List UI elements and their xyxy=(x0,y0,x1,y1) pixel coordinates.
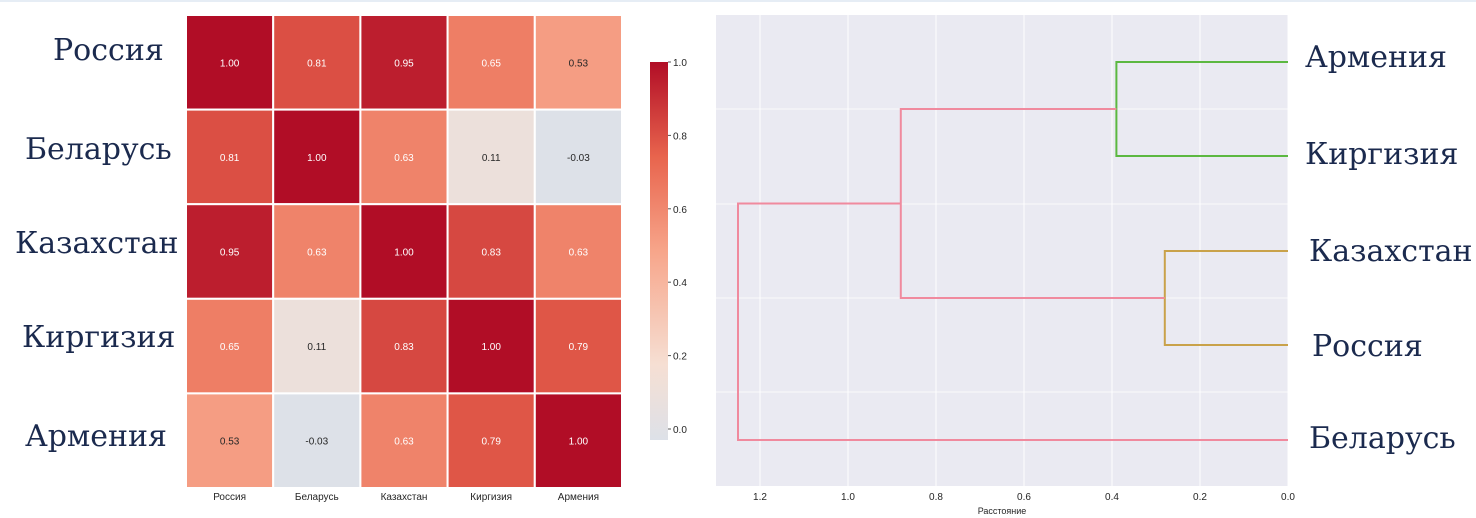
heatmap-col-label-0: Россия xyxy=(213,492,246,503)
dendrogram-x-tick-label-0: 1.2 xyxy=(753,492,767,503)
heatmap-col-label-1: Беларусь xyxy=(295,492,339,503)
dendrogram-leaf-label-russia: Россия xyxy=(1312,329,1423,364)
heatmap-cell-4-3 xyxy=(446,392,536,489)
heatmap-row-label-armenia: Армения xyxy=(25,419,167,454)
heatmap-cell-label-2-1: 0.63 xyxy=(307,248,327,259)
heatmap-cell-label-2-0: 0.95 xyxy=(220,248,240,259)
heatmap-cell-3-4 xyxy=(533,297,623,395)
heatmap-col-label-2: Казахстан xyxy=(381,492,428,503)
heatmap-cell-label-1-3: 0.11 xyxy=(482,153,501,164)
heatmap-chart: 1.00 0.81 0.95 0.65 0.53 0.81 1.00 0.63 0.11 -0.0… xyxy=(185,14,623,503)
heatmap-cell-label-0-1: 0.81 xyxy=(307,58,327,69)
heatmap-cell-2-3 xyxy=(446,203,536,300)
heatmap-cell-label-4-1: -0.03 xyxy=(305,437,328,448)
heatmap-cell-label-3-0: 0.65 xyxy=(220,342,240,353)
heatmap-cell-0-4 xyxy=(533,14,623,111)
heatmap-cell-label-2-3: 0.83 xyxy=(481,248,501,259)
colorbar-tick-label-5: 1.0 xyxy=(673,58,687,69)
dendrogram-x-tick-label-5: 0.2 xyxy=(1193,492,1207,503)
heatmap-row-label-belarus: Беларусь xyxy=(25,132,172,167)
heatmap-cell-label-0-3: 0.65 xyxy=(481,58,501,69)
heatmap-cell-3-0 xyxy=(185,297,275,395)
heatmap-colorbar: 0.0 0.2 0.4 0.6 0.8 1.0 xyxy=(650,58,687,440)
heatmap-cell-label-3-3: 1.00 xyxy=(481,342,501,353)
heatmap-cell-2-2 xyxy=(359,203,449,300)
heatmap-cell-label-0-2: 0.95 xyxy=(394,58,414,69)
heatmap-cell-label-0-4: 0.53 xyxy=(569,58,589,69)
heatmap-cell-0-2 xyxy=(359,14,449,111)
dendrogram-x-tick-label-3: 0.6 xyxy=(1017,492,1031,503)
colorbar-tick-label-2: 0.4 xyxy=(673,278,687,289)
top-border xyxy=(0,0,1476,2)
dendrogram-x-tick-label-2: 0.8 xyxy=(929,492,943,503)
heatmap-cell-label-0-0: 1.00 xyxy=(220,58,240,69)
heatmap-cell-label-2-2: 1.00 xyxy=(394,248,414,259)
colorbar-tick-label-0: 0.0 xyxy=(673,425,687,436)
colorbar-tick-label-3: 0.6 xyxy=(673,205,687,216)
heatmap-cell-1-3 xyxy=(446,108,536,206)
heatmap-col-label-4: Армения xyxy=(558,492,599,503)
heatmap-cell-1-1 xyxy=(272,108,362,206)
heatmap-cell-2-1 xyxy=(272,203,362,300)
heatmap-row-label-kazakhstan: Казахстан xyxy=(15,226,179,261)
colorbar-gradient xyxy=(650,62,668,440)
colorbar-tick-label-4: 0.8 xyxy=(673,131,687,142)
heatmap-cell-label-2-4: 0.63 xyxy=(569,248,589,259)
heatmap-cell-4-0 xyxy=(185,392,275,489)
heatmap-cell-label-4-4: 1.00 xyxy=(569,437,589,448)
heatmap-cell-label-1-0: 0.81 xyxy=(220,153,240,164)
heatmap-cell-2-4 xyxy=(533,203,623,300)
heatmap-cell-label-3-1: 0.11 xyxy=(307,342,326,353)
heatmap-cell-0-0 xyxy=(185,14,275,111)
heatmap-cell-label-1-1: 1.00 xyxy=(307,153,327,164)
colorbar-tick-label-1: 0.2 xyxy=(673,352,687,363)
heatmap-cell-label-1-4: -0.03 xyxy=(567,153,590,164)
heatmap-row-label-kyrgyzstan: Киргизия xyxy=(22,320,176,355)
dendrogram-leaf-label-kazakhstan: Казахстан xyxy=(1309,234,1473,269)
heatmap-cell-4-4 xyxy=(533,392,623,489)
heatmap-cell-label-3-2: 0.83 xyxy=(394,342,414,353)
heatmap-cell-label-4-3: 0.79 xyxy=(481,437,501,448)
dendrogram-leaf-label-belarus: Беларусь xyxy=(1309,421,1456,456)
dendrogram-x-tick-label-6: 0.0 xyxy=(1281,492,1295,503)
heatmap-col-label-3: Киргизия xyxy=(470,492,512,503)
dendrogram-x-tick-label-1: 1.0 xyxy=(841,492,855,503)
heatmap-row-label-russia: Россия xyxy=(53,33,164,68)
dendrogram-leaf-label-kyrgyzstan: Киргизия xyxy=(1305,137,1459,172)
heatmap-cell-4-1 xyxy=(272,392,362,489)
heatmap-cell-1-4 xyxy=(533,108,623,206)
dendrogram-x-tick-label-4: 0.4 xyxy=(1105,492,1119,503)
dendrogram-leaf-label-armenia: Армения xyxy=(1305,40,1447,75)
dendrogram-x-axis-label: Расстояние xyxy=(978,506,1027,516)
heatmap-cell-label-4-0: 0.53 xyxy=(220,437,240,448)
dendrogram-chart: 1.2 1.0 0.8 0.6 0.4 0.2 0.0 Расстояние xyxy=(716,15,1295,516)
heatmap-cell-label-4-2: 0.63 xyxy=(394,437,414,448)
dendrogram-link-3 xyxy=(737,202,1288,441)
heatmap-cell-label-1-2: 0.63 xyxy=(394,153,414,164)
heatmap-cell-2-0 xyxy=(185,203,275,300)
heatmap-cell-label-3-4: 0.79 xyxy=(569,342,589,353)
